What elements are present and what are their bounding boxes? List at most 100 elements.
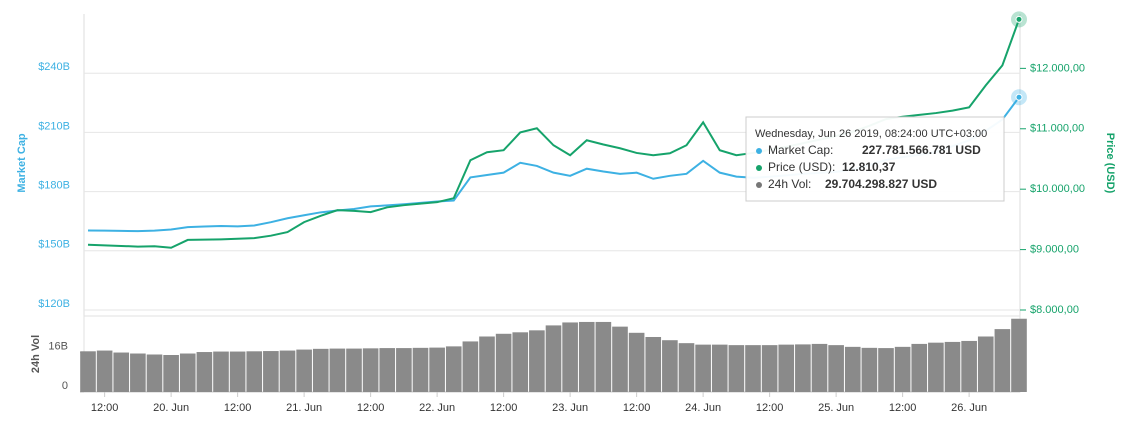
y-tick-label: $210B [38, 120, 70, 132]
volume-bar [578, 321, 595, 392]
x-tick-label: 12:00 [357, 402, 385, 414]
tooltip-dot [756, 165, 762, 171]
volume-bar [312, 348, 329, 392]
x-tick-label: 12:00 [623, 402, 651, 414]
tooltip-dot [756, 182, 762, 188]
volume-bar [512, 332, 529, 392]
volume-bar [645, 336, 662, 392]
x-tick-label: 20. Jun [153, 402, 189, 414]
tooltip-value: 12.810,37 [842, 160, 896, 174]
y2-tick-label: $8.000,00 [1030, 304, 1079, 316]
volume-bar [994, 329, 1011, 392]
x-tick-label: 12:00 [756, 402, 784, 414]
y3-tick-label: 16B [48, 340, 68, 352]
volume-bar [179, 353, 196, 392]
y2-tick-label: $11.000,00 [1030, 123, 1084, 135]
volume-bar [944, 341, 961, 392]
volume-bar [562, 322, 578, 392]
volume-bar [728, 345, 745, 392]
volume-bar [412, 347, 429, 392]
volume-bar [928, 342, 944, 392]
y2-axis-title: Price (USD) [1104, 133, 1116, 194]
x-tick-label: 22. Jun [419, 402, 455, 414]
y2-tick-label: $9.000,00 [1030, 243, 1079, 255]
y-tick-label: $150B [38, 239, 70, 251]
volume-bar [844, 346, 861, 392]
volume-bar [795, 344, 811, 392]
volume-bar [529, 330, 545, 392]
volume-bar [894, 346, 911, 392]
volume-bar [711, 344, 728, 392]
x-tick-label: 12:00 [889, 402, 917, 414]
y-axis-title: Market Cap [16, 133, 28, 193]
x-tick-label: 26. Jun [951, 402, 987, 414]
volume-bar [96, 350, 113, 392]
volume-bar [961, 340, 977, 392]
volume-bar [146, 354, 163, 392]
volume-bar [279, 350, 296, 392]
tooltip: Wednesday, Jun 26 2019, 08:24:00 UTC+03:… [745, 116, 1005, 202]
volume-bar [196, 352, 213, 392]
x-tick-label: 12:00 [91, 402, 119, 414]
tooltip-box [745, 116, 1005, 202]
x-tick-label: 21. Jun [286, 402, 322, 414]
volume-bar [462, 341, 479, 392]
y3-tick-label: 0 [62, 380, 68, 392]
tooltip-value: 29.704.298.827 USD [825, 177, 937, 191]
volume-bar [695, 344, 711, 392]
volume-bar [479, 336, 495, 392]
volume-bar [1011, 318, 1027, 392]
y-tick-label: $120B [38, 298, 70, 310]
volume-bar [379, 348, 396, 392]
tooltip-value: 227.781.566.781 USD [862, 143, 981, 157]
tooltip-label: 24h Vol: [768, 177, 811, 191]
y2-tick-label: $12.000,00 [1030, 62, 1085, 74]
volume-bar [429, 347, 445, 392]
y3-axis-title: 24h Vol [30, 335, 42, 373]
volume-bar [362, 348, 379, 392]
volume-bar [745, 345, 761, 392]
y-tick-label: $240B [38, 61, 70, 73]
tooltip-dot [756, 148, 762, 154]
volume-bar [595, 321, 612, 392]
volume-bar [628, 332, 645, 392]
volume-bar [911, 343, 928, 392]
x-tick-label: 25. Jun [818, 402, 854, 414]
x-tick-label: 12:00 [490, 402, 518, 414]
volume-bar [113, 352, 130, 392]
hover-point [1015, 93, 1023, 101]
volume-bar [977, 336, 994, 392]
volume-bar [778, 344, 795, 392]
y2-tick-label: $10.000,00 [1030, 183, 1085, 195]
volume-bar [213, 351, 229, 392]
volume-bar [495, 333, 512, 392]
tooltip-label: Price (USD): [768, 160, 835, 174]
volume-bar [662, 340, 678, 392]
x-tick-label: 12:00 [224, 402, 252, 414]
x-tick-label: 24. Jun [685, 402, 721, 414]
volume-bar [296, 349, 312, 392]
volume-bar [329, 348, 346, 392]
volume-bar [761, 345, 778, 392]
volume-bar [678, 343, 695, 392]
volume-bar [130, 353, 146, 392]
volume-bar [811, 343, 828, 392]
plot-area: $120B $150B $180B $210B $240B $8.000,00 $9.000… [38, 11, 1085, 414]
volume-bar [545, 325, 562, 392]
y-tick-label: $180B [38, 180, 70, 192]
hover-point [1015, 15, 1023, 23]
volume-bar [396, 348, 412, 392]
volume-bar [612, 326, 628, 392]
tooltip-label: Market Cap: [768, 143, 833, 157]
volume-bar [246, 351, 263, 392]
volume-bar [346, 348, 362, 392]
volume-bar [445, 346, 462, 392]
volume-bar [229, 351, 246, 392]
volume-bar [80, 351, 96, 392]
tooltip-date: Wednesday, Jun 26 2019, 08:24:00 UTC+03:… [755, 128, 987, 140]
volume-bar [163, 355, 179, 392]
volume-bar [861, 347, 878, 392]
volume-bar [828, 345, 844, 392]
